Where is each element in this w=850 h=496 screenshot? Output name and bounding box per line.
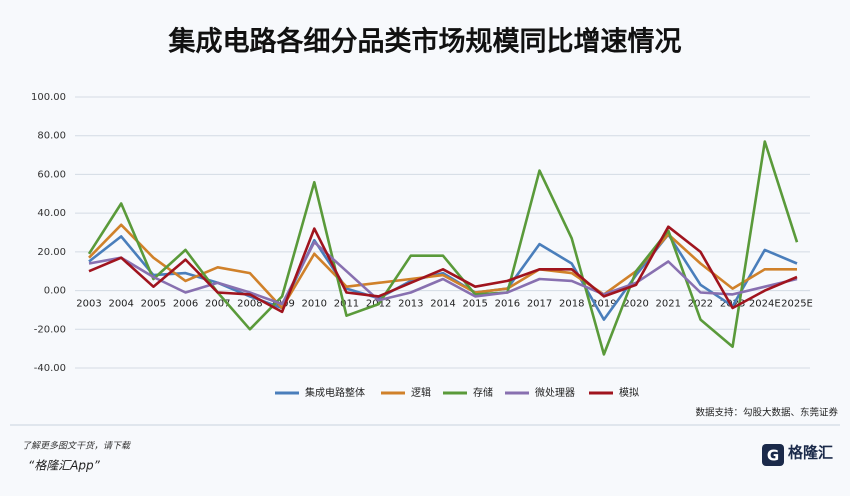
y-tick-label: -20.00: [34, 324, 66, 335]
legend-label: 逻辑: [411, 386, 431, 399]
legend-label: 集成电路整体: [305, 386, 365, 399]
footer-app: “格隆汇App”: [28, 459, 101, 473]
plot: -40.00 -20.00 0.00 20.00 40.00 60.00 80.00 100.…: [31, 92, 813, 399]
x-tick-label: 2006: [173, 299, 198, 310]
y-tick-label: -40.00: [34, 363, 66, 374]
y-tick-label: 0.00: [44, 286, 66, 297]
source-note: 数据支持：勾股大数据、东莞证券: [695, 407, 838, 419]
x-tick-label: 2017: [527, 299, 552, 310]
series-line: [87, 140, 799, 356]
y-tick-label: 60.00: [37, 169, 66, 180]
x-tick-label: 2011: [334, 299, 359, 310]
footer-text: 了解更多图文干货，请下载: [22, 441, 131, 452]
x-tick-label: 2020: [623, 299, 648, 310]
x-tick-label: 2010: [302, 299, 327, 310]
x-tick-label: 2007: [205, 299, 230, 310]
legend-label: 存储: [473, 386, 493, 399]
x-tick-label: 2003: [76, 299, 101, 310]
x-tick-label: 2013: [398, 299, 423, 310]
logo-glyph: G: [767, 447, 779, 465]
logo-text: 格隆汇: [788, 444, 833, 462]
legend-label: 微处理器: [535, 386, 575, 399]
x-tick-label: 2019: [591, 299, 616, 310]
series-line: [88, 240, 798, 306]
y-tick-label: 20.00: [37, 247, 66, 258]
logo-icon: [762, 444, 784, 466]
x-tick-label: 2014: [430, 299, 455, 310]
y-tick-label: 40.00: [37, 208, 66, 219]
x-tick-label: 2021: [656, 299, 681, 310]
x-tick-label: 2025E: [781, 299, 813, 310]
series-line: [88, 225, 798, 314]
x-tick-label: 2016: [495, 299, 520, 310]
x-tick-label: 2005: [141, 299, 166, 310]
chart-title: 集成电路各细分品类市场规模同比增速情况: [168, 26, 682, 58]
series-line: [88, 223, 797, 310]
x-tick-label: 2018: [559, 299, 584, 310]
x-tick-label: 2004: [108, 299, 133, 310]
y-tick-label: 80.00: [37, 131, 66, 142]
x-tick-label: 2015: [462, 299, 487, 310]
x-tick-label: 2022: [688, 299, 713, 310]
legend-label: 模拟: [619, 386, 639, 399]
y-tick-label: 100.00: [31, 92, 66, 103]
x-tick-label: 2008: [237, 299, 262, 310]
x-tick-label: 2024E: [749, 299, 781, 310]
